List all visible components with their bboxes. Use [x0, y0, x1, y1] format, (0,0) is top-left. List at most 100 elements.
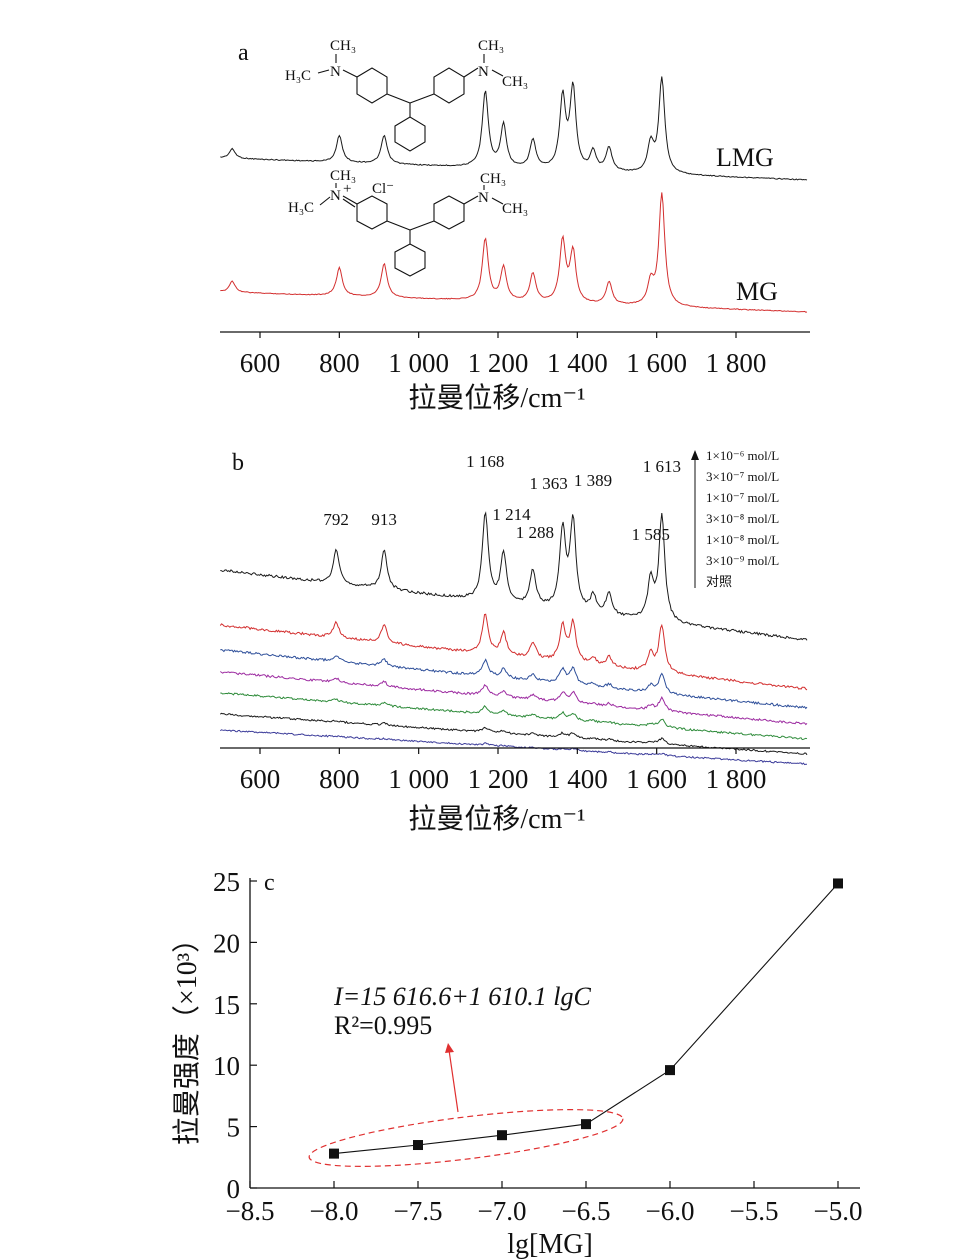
data-point: [497, 1130, 507, 1141]
panel-c-xlabel: lg[MG]: [507, 1229, 593, 1260]
legend-entry: 3×10⁻⁷ mol/L: [706, 469, 779, 484]
mg-series-label: MG: [736, 277, 778, 306]
peak-label: 913: [371, 510, 397, 529]
concentration-spectrum-line: [220, 692, 808, 741]
x-tick-label: −6.0: [646, 1196, 695, 1226]
fit-r-squared: R²=0.995: [334, 1011, 432, 1040]
x-tick-label: 1 600: [626, 348, 687, 378]
panel-c: c 0 5 10 15 20 25 −8.5 −8.0 −7.5 −7.0 −6.5 −6.0 −5.…: [171, 867, 862, 1260]
panel-c-x-ticks: −8.5 −8.0 −7.5 −7.0 −6.5 −6.0 −5.5 −5.0: [226, 1181, 863, 1226]
fit-range-ellipse: [308, 1109, 624, 1167]
data-point: [665, 1065, 675, 1076]
lmg-h3c-left: H₃C: [285, 68, 311, 84]
panel-b-xlabel: 拉曼位移/cm⁻¹: [408, 803, 585, 835]
x-tick-label: −7.5: [394, 1196, 443, 1226]
mg-structure: CH₃ H₃C N + Cl⁻ N CH₃ CH₃: [288, 168, 528, 277]
panel-b-label: b: [232, 450, 244, 476]
x-tick-label: 1 800: [706, 348, 767, 378]
x-tick-label: −6.5: [562, 1196, 611, 1226]
y-tick-label: 0: [227, 1174, 241, 1204]
legend-entry: 对照: [706, 574, 732, 589]
x-tick-label: 1 000: [388, 348, 449, 378]
x-tick-label: 1 400: [547, 348, 608, 378]
panel-a: a CH₃ H₃C N N CH₃ CH₃ CH₃ H₃C N: [220, 38, 810, 414]
panel-a-x-ticks: 600 800 1 000 1 200 1 400 1 600 1 800: [240, 332, 767, 378]
lmg-n-right: N: [478, 64, 489, 80]
x-tick-label: 1 200: [468, 348, 529, 378]
x-tick-label: 1 000: [388, 764, 449, 794]
legend-entry: 3×10⁻⁸ mol/L: [706, 511, 779, 526]
peak-label: 1 613: [643, 457, 681, 476]
mg-ch3-top-right: CH₃: [480, 171, 506, 187]
x-tick-label: −8.5: [226, 1196, 275, 1226]
mg-counterion: Cl⁻: [372, 181, 394, 197]
x-tick-label: 800: [319, 348, 360, 378]
x-tick-label: −5.5: [730, 1196, 779, 1226]
x-tick-label: 600: [240, 764, 281, 794]
peak-label: 1 214: [492, 505, 531, 524]
mg-ch3-top-left: CH₃: [330, 168, 356, 184]
peak-label: 1 389: [574, 471, 612, 490]
lmg-n-left: N: [330, 64, 341, 80]
y-tick-label: 5: [227, 1113, 241, 1143]
panel-b-spectra: [219, 511, 808, 766]
fit-equation: I=15 616.6+1 610.1 lgC: [333, 982, 591, 1011]
x-tick-label: −5.0: [814, 1196, 863, 1226]
y-tick-label: 20: [213, 928, 240, 958]
panel-b-legend: 1×10⁻⁶ mol/L 3×10⁻⁷ mol/L 1×10⁻⁷ mol/L 3×10…: [691, 448, 779, 589]
concentration-spectrum-line: [219, 613, 808, 691]
lmg-ch3-top-left: CH₃: [330, 38, 356, 54]
mg-charge: +: [343, 181, 351, 197]
lmg-series-label: LMG: [716, 143, 774, 172]
y-tick-label: 15: [213, 990, 240, 1020]
panel-c-data-points: [329, 878, 843, 1159]
data-point: [329, 1148, 339, 1159]
lmg-spectrum-line: [220, 76, 808, 181]
concentration-spectrum-line: [219, 729, 808, 766]
peak-label: 1 585: [632, 525, 670, 544]
y-tick-label: 25: [213, 867, 240, 897]
panel-c-label: c: [264, 870, 275, 896]
x-tick-label: 1 600: [626, 764, 687, 794]
mg-spectrum-line: [220, 192, 808, 313]
legend-entry: 1×10⁻⁸ mol/L: [706, 532, 779, 547]
concentration-spectrum-line: [220, 648, 808, 710]
panel-c-ylabel: 拉曼强度（×10³）: [171, 925, 203, 1145]
mg-n-right: N: [478, 190, 489, 206]
data-point: [833, 878, 843, 889]
lmg-ch3-right: CH₃: [502, 74, 528, 90]
concentration-spectrum-line: [220, 671, 808, 726]
lmg-ch3-top-right: CH₃: [478, 38, 504, 54]
panel-b-x-ticks: 600 800 1 000 1 200 1 400 1 600 1 800: [240, 748, 767, 794]
panel-a-label: a: [238, 40, 249, 66]
legend-entry: 1×10⁻⁶ mol/L: [706, 448, 779, 463]
data-point: [581, 1119, 591, 1130]
peak-label: 1 168: [466, 452, 504, 471]
x-tick-label: −8.0: [310, 1196, 359, 1226]
y-tick-label: 10: [213, 1051, 240, 1081]
x-tick-label: 1 200: [468, 764, 529, 794]
panel-c-y-ticks: 0 5 10 15 20 25: [213, 867, 257, 1204]
peak-label: 792: [323, 510, 349, 529]
x-tick-label: 600: [240, 348, 281, 378]
data-point: [413, 1140, 423, 1151]
legend-entry: 1×10⁻⁷ mol/L: [706, 490, 779, 505]
mg-ch3-right: CH₃: [502, 201, 528, 217]
panel-a-xlabel: 拉曼位移/cm⁻¹: [408, 382, 585, 414]
x-tick-label: 1 800: [706, 764, 767, 794]
annotation-arrowhead: [445, 1043, 454, 1053]
mg-n-left: N: [330, 188, 341, 204]
legend-entry: 3×10⁻⁹ mol/L: [706, 553, 779, 568]
peak-label: 1 363: [530, 474, 568, 493]
annotation-arrow: [448, 1049, 459, 1113]
peak-label: 1 288: [516, 523, 554, 542]
x-tick-label: 800: [319, 764, 360, 794]
mg-h3c-left: H₃C: [288, 200, 314, 216]
lmg-structure: CH₃ H₃C N N CH₃ CH₃: [285, 38, 528, 152]
concentration-spectrum-line: [220, 511, 808, 641]
x-tick-label: −7.0: [478, 1196, 527, 1226]
x-tick-label: 1 400: [547, 764, 608, 794]
